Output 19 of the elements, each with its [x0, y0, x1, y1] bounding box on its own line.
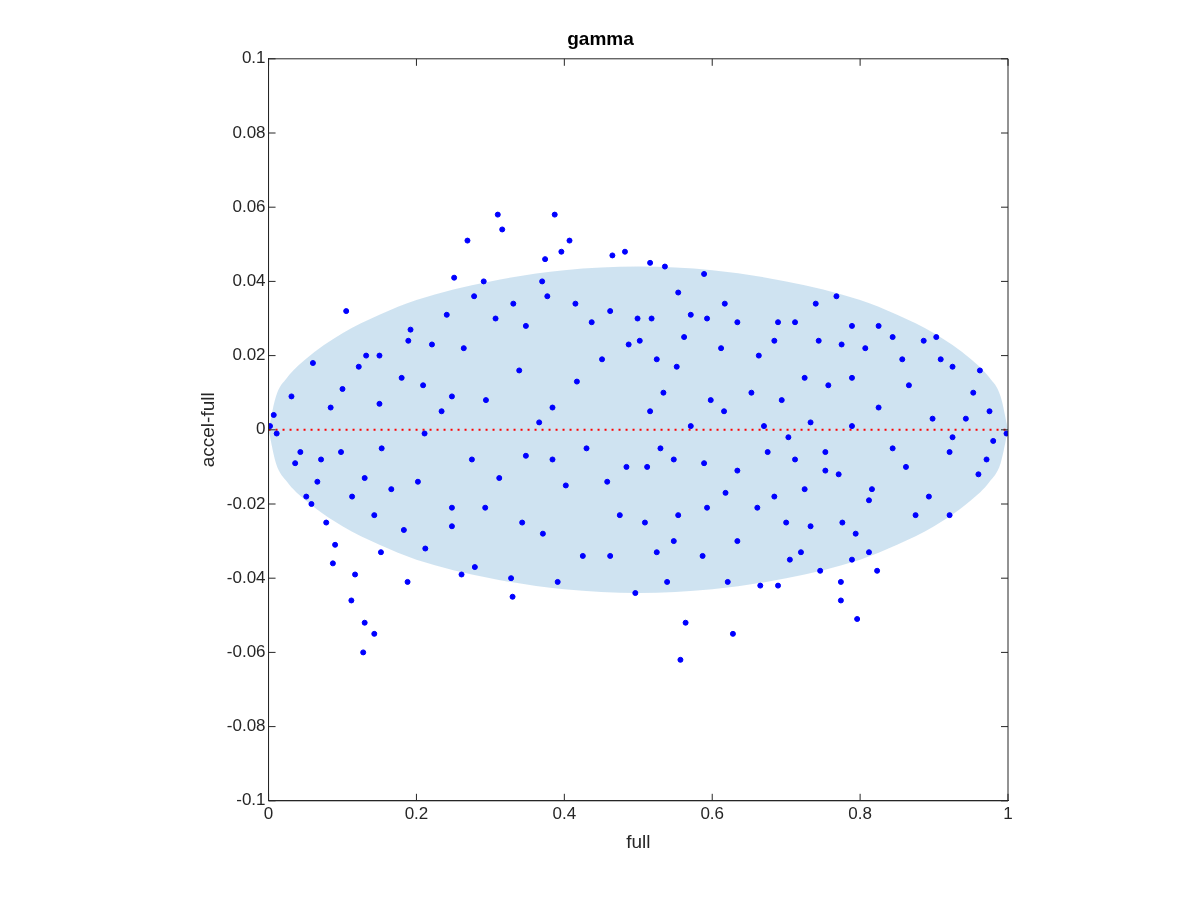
y-tick-label: -0.02: [226, 493, 266, 513]
x-tick-label: 0.8: [848, 803, 872, 823]
chart-title: gamma: [567, 27, 635, 49]
x-tick-label: 1: [1003, 803, 1013, 823]
y-tick-label: 0.06: [232, 196, 266, 216]
y-tick-label: 0.02: [232, 345, 266, 365]
y-axis-title: accel-full: [196, 392, 218, 468]
x-tick-label: 0.6: [700, 803, 725, 823]
x-axis-title: full: [626, 830, 651, 852]
y-tick-label: -0.08: [226, 716, 266, 736]
y-tick-label: 0.08: [232, 122, 266, 142]
y-tick-label: -0.1: [236, 790, 266, 810]
y-tick-label: -0.04: [226, 567, 266, 587]
y-tick-label: 0.1: [241, 48, 266, 68]
x-tick-label: 0.4: [552, 803, 577, 823]
y-tick-label: -0.06: [226, 642, 266, 662]
y-tick-label: 0: [256, 419, 266, 439]
x-tick-label: 0.2: [404, 803, 429, 823]
y-tick-label: 0.04: [232, 271, 266, 291]
